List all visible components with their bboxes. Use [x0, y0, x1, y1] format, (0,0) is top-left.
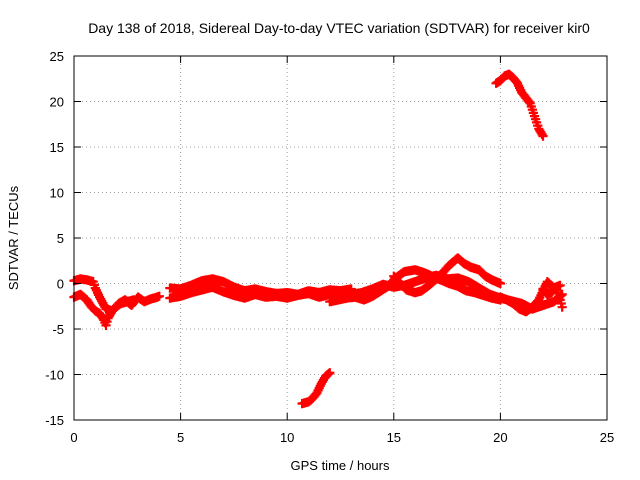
y-tick-label: -15 [45, 413, 64, 428]
grid-layer [74, 56, 607, 420]
data-points [69, 69, 567, 409]
chart-title: Day 138 of 2018, Sidereal Day-to-day VTE… [88, 20, 590, 36]
series-track-d [165, 282, 356, 303]
series-track-g [389, 253, 505, 298]
data-point-markers [389, 253, 505, 298]
series-track-k [491, 69, 548, 141]
plot-frame [73, 55, 608, 421]
x-tick-label: 0 [70, 430, 77, 445]
x-axis-label: GPS time / hours [291, 458, 390, 473]
y-tick-label: 0 [57, 277, 64, 292]
y-tick-label: 20 [50, 95, 64, 110]
y-tick-label: 25 [50, 49, 64, 64]
x-tick-label: 10 [280, 430, 294, 445]
y-tick-label: 15 [50, 140, 64, 155]
x-tick-label: 15 [387, 430, 401, 445]
data-point-markers [491, 69, 548, 141]
axis-ticks: 0 5 10 15 20 25 -15 -10 -5 0 5 10 15 20 25 [45, 49, 614, 445]
y-axis-label: SDTVAR / TECUs [6, 185, 21, 290]
data-point-markers [165, 282, 356, 303]
series-track-i [538, 282, 567, 312]
x-tick-label: 25 [600, 430, 614, 445]
x-tick-label: 5 [177, 430, 184, 445]
y-tick-label: 10 [50, 186, 64, 201]
data-point-markers [297, 368, 335, 409]
y-tick-label: -10 [45, 368, 64, 383]
x-tick-label: 20 [493, 430, 507, 445]
data-point-markers [538, 282, 567, 312]
y-tick-label: -5 [52, 322, 64, 337]
series-track-j [297, 368, 335, 409]
y-tick-label: 5 [57, 231, 64, 246]
